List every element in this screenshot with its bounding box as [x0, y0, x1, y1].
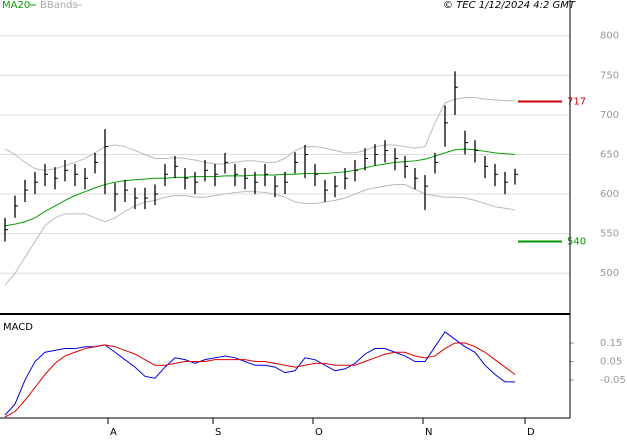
x-tick-label: S — [215, 427, 221, 438]
y-tick-label: 0.15 — [600, 338, 622, 349]
y-tick-label: -0.05 — [600, 375, 626, 386]
x-tick-label: O — [315, 427, 323, 438]
y-tick-label: 750 — [600, 70, 619, 81]
level-label: 717 — [567, 96, 586, 107]
y-tick-label: 600 — [600, 189, 619, 200]
x-tick-label: D — [527, 427, 535, 438]
macd-line — [4, 331, 515, 416]
y-tick-label: 500 — [600, 268, 619, 279]
legend-bbands: BBands — [40, 0, 78, 11]
legend-ma20: MA20 — [2, 0, 30, 11]
x-tick-label: A — [110, 427, 117, 438]
level-label: 540 — [567, 237, 586, 248]
ma-line — [4, 148, 516, 227]
panel-title: MACD — [3, 322, 33, 333]
y-tick-label: 550 — [600, 229, 619, 240]
x-tick-label: N — [425, 427, 432, 438]
macd-line — [4, 342, 516, 418]
y-tick-label: 650 — [600, 149, 619, 160]
y-tick-label: 800 — [600, 31, 619, 42]
band-upper — [4, 96, 515, 171]
y-tick-label: 0.05 — [600, 357, 622, 368]
y-tick-label: 700 — [600, 110, 619, 121]
credit: © TEC 1/12/2024 4:2 GMT — [443, 0, 576, 11]
band-lower — [4, 184, 516, 286]
